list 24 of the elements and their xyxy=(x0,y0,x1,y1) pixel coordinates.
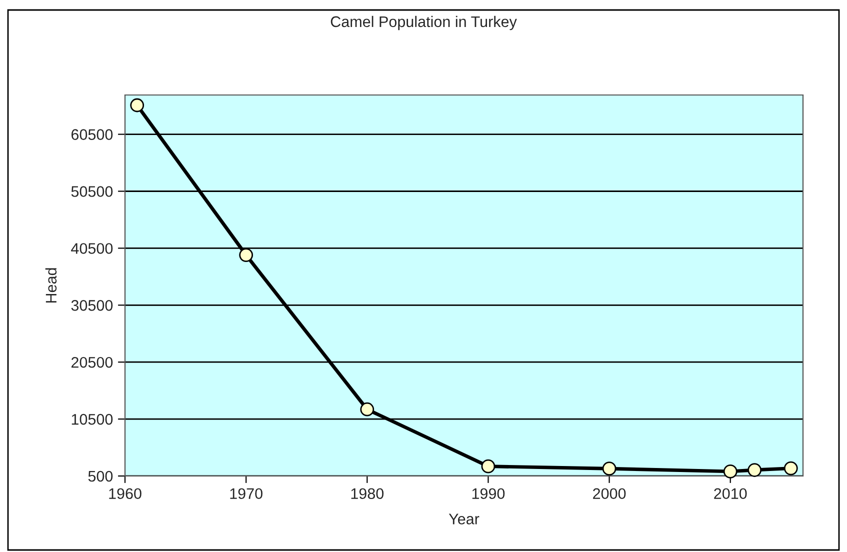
chart-title: Camel Population in Turkey xyxy=(330,16,517,30)
y-axis-title: Head xyxy=(45,268,57,303)
x-tick-label: 1990 xyxy=(472,488,505,500)
x-axis-title: Year xyxy=(448,514,480,524)
point xyxy=(602,462,616,476)
y-tick-label: 40500 xyxy=(71,243,113,254)
x-tick-label: 2000 xyxy=(593,488,626,500)
point xyxy=(130,98,144,112)
y-tick-label: 60500 xyxy=(71,129,113,140)
y-tick-label: 10500 xyxy=(72,414,113,425)
y-tick-label: 30500 xyxy=(71,300,113,311)
y-tick-label: 500 xyxy=(88,470,113,482)
point xyxy=(784,461,798,476)
x-tick-label: 1980 xyxy=(351,488,384,500)
x-tick-label: 1960 xyxy=(109,488,142,500)
x-tick-label: 1970 xyxy=(230,488,262,500)
y-tick-label: 20500 xyxy=(71,356,113,368)
x-tick-label: 2010 xyxy=(714,488,747,500)
point xyxy=(723,464,738,478)
point xyxy=(481,459,496,474)
point xyxy=(360,402,374,416)
point xyxy=(239,248,254,262)
point xyxy=(748,463,762,477)
y-tick-label: 50500 xyxy=(71,186,113,197)
